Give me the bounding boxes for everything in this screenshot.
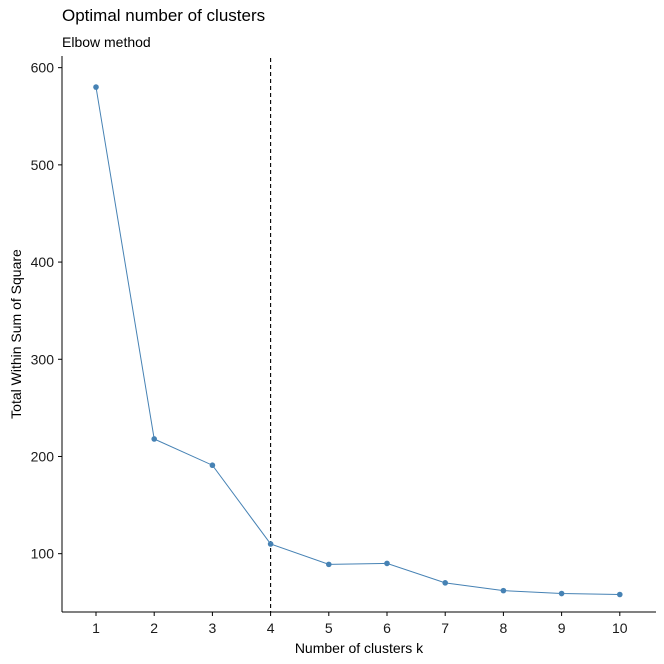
x-tick-label: 7 bbox=[441, 620, 449, 636]
y-tick-label: 100 bbox=[31, 546, 55, 562]
x-tick-label: 5 bbox=[325, 620, 333, 636]
x-tick-label: 4 bbox=[267, 620, 275, 636]
x-tick-label: 3 bbox=[209, 620, 217, 636]
y-axis-title: Total Within Sum of Square bbox=[8, 249, 24, 419]
x-tick-label: 6 bbox=[383, 620, 391, 636]
data-point bbox=[500, 587, 507, 594]
data-point bbox=[617, 591, 623, 598]
x-tick-label: 10 bbox=[612, 620, 628, 636]
x-tick-label: 8 bbox=[500, 620, 508, 636]
chart-subtitle: Elbow method bbox=[62, 34, 151, 50]
y-tick-label: 200 bbox=[31, 448, 55, 464]
y-tick-label: 400 bbox=[31, 254, 55, 270]
data-point bbox=[209, 462, 216, 469]
x-tick-label: 2 bbox=[150, 620, 158, 636]
data-point bbox=[384, 560, 390, 567]
data-point bbox=[151, 436, 157, 442]
x-tick-label: 9 bbox=[558, 620, 566, 636]
y-tick-label: 300 bbox=[31, 351, 55, 367]
data-point bbox=[267, 541, 274, 547]
chart-title: Optimal number of clusters bbox=[62, 6, 266, 25]
data-point bbox=[558, 590, 565, 597]
x-tick-label: 1 bbox=[92, 620, 100, 636]
y-tick-label: 600 bbox=[31, 60, 55, 76]
data-point bbox=[326, 561, 332, 568]
series-line bbox=[95, 87, 620, 596]
x-axis-title: Number of clusters k bbox=[295, 640, 424, 656]
y-tick-label: 500 bbox=[31, 157, 55, 173]
data-point bbox=[442, 580, 449, 586]
data-point bbox=[93, 84, 99, 90]
